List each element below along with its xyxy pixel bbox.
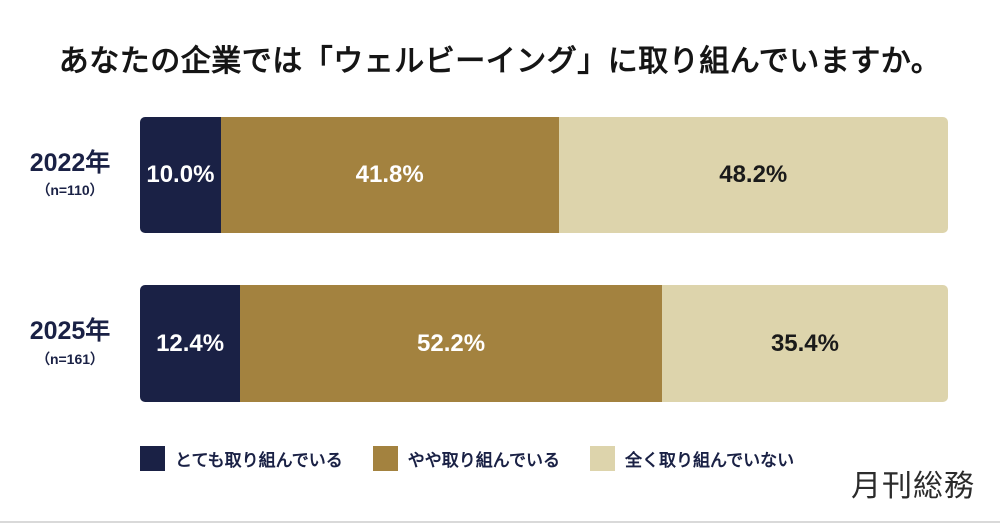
stacked-bar-2025: 12.4% 52.2% 35.4% bbox=[140, 285, 948, 402]
bar-segment: 10.0% bbox=[140, 117, 221, 233]
legend-label: やや取り組んでいる bbox=[407, 451, 560, 470]
legend-item: 全く取り組んでいない bbox=[589, 446, 795, 471]
chart-title: あなたの企業では「ウェルビーイング」に取り組んでいますか。 bbox=[58, 45, 942, 78]
stacked-bar-2022: 10.0% 41.8% 48.2% bbox=[140, 117, 948, 233]
segment-value-label: 41.8% bbox=[355, 161, 424, 188]
row-label-2022: 2022年 （n=110） bbox=[0, 117, 140, 233]
legend-label: とても取り組んでいる bbox=[175, 451, 343, 470]
segment-value-label: 48.2% bbox=[719, 161, 788, 188]
row-label-2025: 2025年 （n=161） bbox=[0, 285, 140, 402]
brand-logo: 月刊総務 bbox=[851, 470, 975, 503]
segment-value-label: 12.4% bbox=[156, 329, 225, 357]
segment-value-label: 35.4% bbox=[770, 329, 839, 357]
segment-value-label: 10.0% bbox=[146, 161, 215, 188]
bar-segment: 52.2% bbox=[240, 285, 662, 402]
legend-label: 全く取り組んでいない bbox=[624, 451, 795, 470]
bar-segment: 12.4% bbox=[140, 285, 241, 402]
category-label: 2025年 bbox=[29, 317, 111, 346]
legend-swatch bbox=[589, 446, 615, 471]
legend: とても取り組んでいる やや取り組んでいる 全く取り組んでいない bbox=[140, 446, 794, 471]
bar-row-2025: 2025年 （n=161） 12.4% 52.2% 35.4% bbox=[0, 285, 948, 402]
bar-segment: 41.8% bbox=[220, 117, 559, 233]
legend-swatch bbox=[140, 446, 165, 471]
bar-segment: 35.4% bbox=[661, 285, 948, 402]
segment-value-label: 52.2% bbox=[417, 329, 486, 357]
legend-item: とても取り組んでいる bbox=[140, 446, 343, 471]
legend-swatch bbox=[372, 446, 398, 471]
legend-item: やや取り組んでいる bbox=[372, 446, 560, 471]
category-label: 2022年 bbox=[29, 148, 111, 177]
sample-size-label: （n=110） bbox=[36, 182, 104, 199]
bar-segment: 48.2% bbox=[558, 117, 948, 233]
sample-size-label: （n=161） bbox=[35, 350, 105, 367]
bar-row-2022: 2022年 （n=110） 10.0% 41.8% 48.2% bbox=[0, 117, 948, 233]
